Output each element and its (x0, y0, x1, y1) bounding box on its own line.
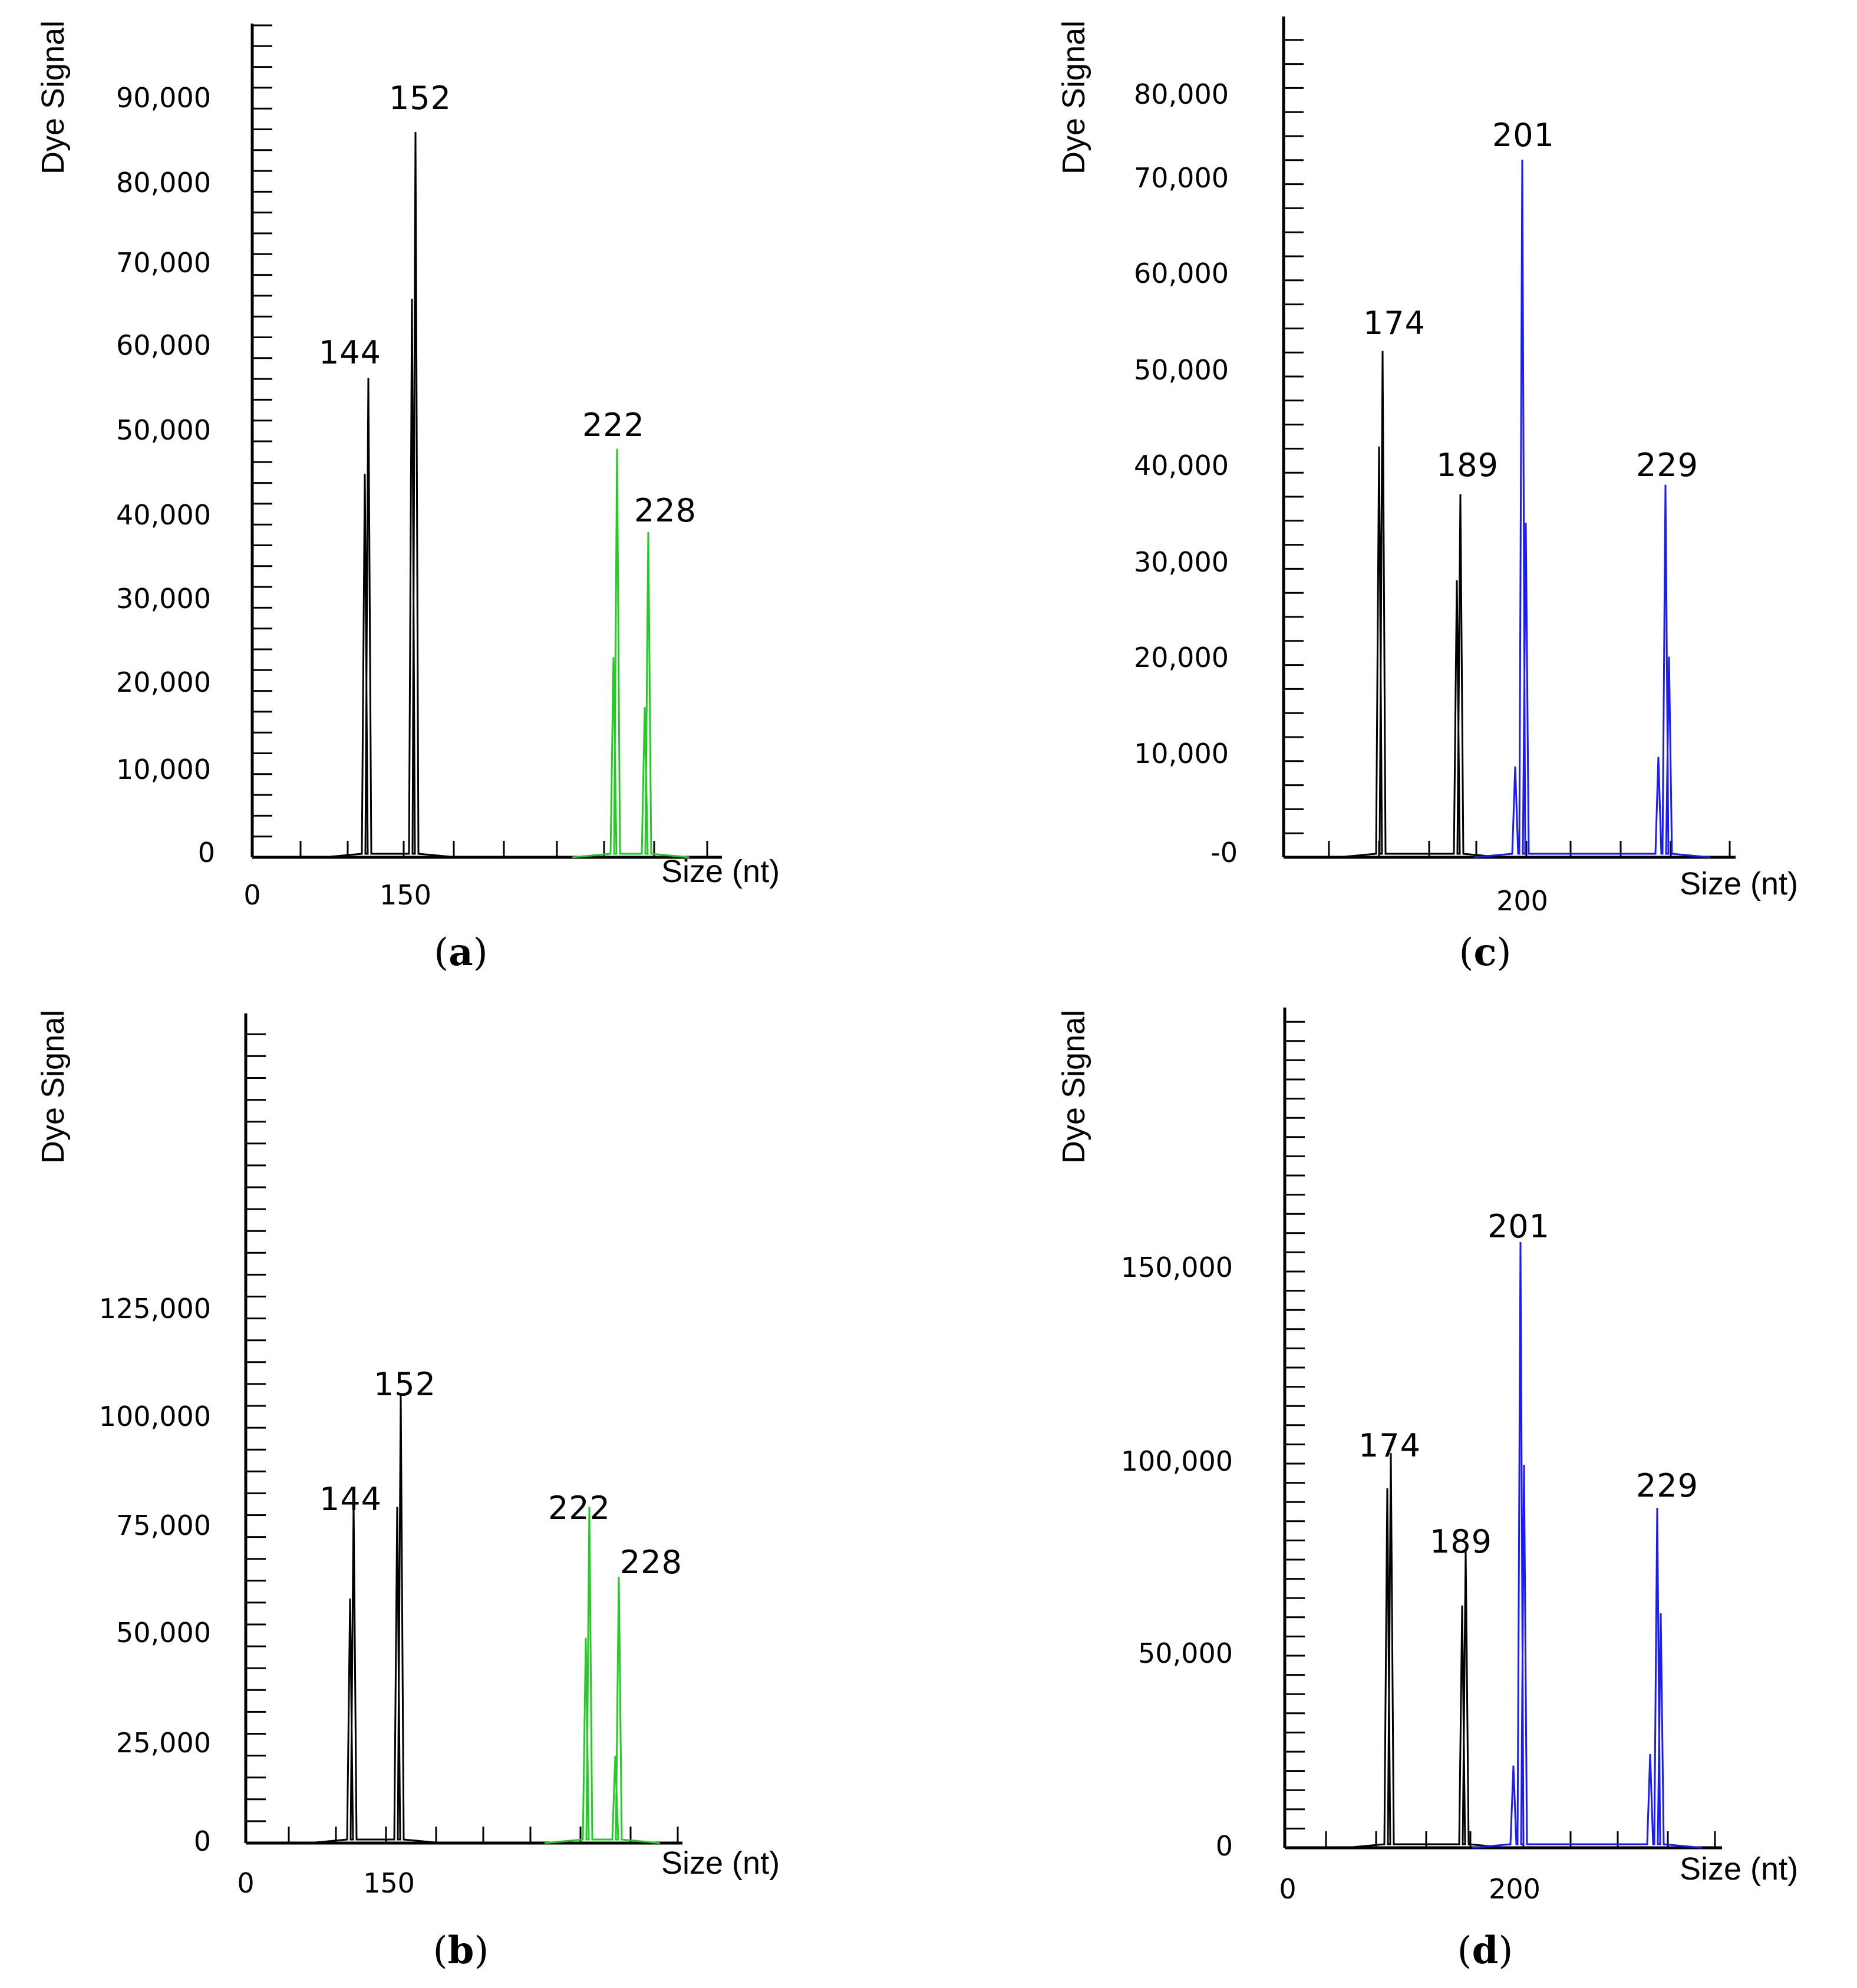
panel-a-y-tick-label: 10,000 (116, 754, 211, 785)
panel-a-peak-label: 144 (319, 334, 381, 371)
panel-a-x-axis-title: Size (nt) (661, 854, 780, 889)
panel-a-peak-label: 228 (634, 492, 697, 529)
panel-d-x-axis-title: Size (nt) (1680, 1851, 1798, 1887)
panel-d-y-tick-label: 0 (1216, 1830, 1233, 1862)
panel-a-y-tick-label: 20,000 (116, 666, 211, 698)
panel-c-y-tick-label: 80,000 (1134, 78, 1229, 110)
panel-c-y-tick-label: 70,000 (1134, 162, 1229, 194)
panel-c-peak-label: 189 (1436, 447, 1499, 484)
panel-c-peak-traces (1337, 160, 1711, 858)
panel-d-y-tick-label: 150,000 (1121, 1251, 1233, 1283)
panel-c-y-tick-label: -0 (1210, 837, 1238, 868)
panel-a-label: (a) (434, 930, 487, 975)
panel-b-x-tick-label: 0 (237, 1867, 254, 1899)
panel-a-x-minor-ticks (299, 841, 708, 857)
panel-a-y-minor-ticks (252, 24, 272, 838)
black-dye-trace (323, 131, 457, 858)
green-dye-trace (572, 448, 690, 858)
panel-c-peak-label: 174 (1363, 305, 1426, 342)
panel-d-y-axis-title: Dye Signal (1056, 1010, 1091, 1164)
panel-b-peak-label: 144 (319, 1481, 382, 1518)
panel-c-y-tick-label: 20,000 (1134, 642, 1229, 673)
panel-c-y-tick-label: 30,000 (1134, 546, 1229, 578)
panel-a-y-tick-label: 30,000 (116, 583, 211, 615)
panel-d-peak-label: 189 (1430, 1523, 1492, 1560)
panel-c-y-tick-label: 10,000 (1134, 738, 1229, 770)
panel-d-y-minor-ticks (1285, 1021, 1305, 1830)
blue-dye-trace (1473, 160, 1711, 858)
panel-a-x-tick-label: 150 (380, 879, 431, 911)
panel-a-y-tick-label: 50,000 (116, 414, 211, 446)
panel-c-y-tick-label: 50,000 (1134, 354, 1229, 386)
panel-b-chart: Dye Signal 125,000 100,000 75,000 50,000… (35, 1010, 780, 1973)
panel-d-x-tick-label: 0 (1279, 1873, 1296, 1905)
panel-d-y-tick-label: 50,000 (1138, 1637, 1233, 1669)
panel-d-y-tick-label: 100,000 (1121, 1445, 1233, 1477)
panel-b-peak-label: 228 (620, 1544, 682, 1581)
panel-d-x-tick-label: 200 (1489, 1873, 1541, 1905)
panel-b-label: (b) (433, 1928, 489, 1973)
black-dye-trace (1345, 1453, 1508, 1849)
panel-a-x-tick-label: 0 (243, 879, 260, 911)
panel-c-peak-label: 201 (1492, 117, 1555, 154)
blue-dye-trace (1472, 1241, 1703, 1849)
panel-a-y-tick-label: 90,000 (116, 82, 211, 114)
panel-d-peak-traces (1345, 1241, 1703, 1849)
panel-a-peak-label: 222 (582, 407, 645, 444)
panel-c-label: (c) (1459, 930, 1512, 975)
panel-b-y-tick-label: 75,000 (116, 1510, 211, 1541)
panel-c-y-tick-label: 60,000 (1134, 257, 1229, 289)
panel-b-x-axis-title: Size (nt) (661, 1845, 780, 1881)
panel-b-y-axis-title: Dye Signal (35, 1010, 71, 1164)
panel-d-peak-label: 229 (1636, 1467, 1698, 1504)
panel-a-y-axis-title: Dye Signal (35, 21, 71, 174)
panel-a-peak-traces (323, 131, 690, 858)
panel-b-x-tick-label: 150 (363, 1867, 415, 1899)
green-dye-trace (544, 1507, 661, 1844)
panel-a-y-tick-label: 0 (198, 837, 215, 868)
panel-b-peak-label: 152 (374, 1366, 436, 1403)
panel-a-y-tick-label: 70,000 (116, 247, 211, 279)
panel-c-y-minor-ticks (1284, 39, 1304, 834)
panel-d-peak-label: 174 (1358, 1427, 1421, 1464)
panel-a-y-tick-label: 40,000 (116, 499, 211, 531)
panel-c-y-axis-title: Dye Signal (1056, 21, 1091, 174)
panel-b-y-tick-label: 0 (194, 1825, 211, 1857)
panel-a-y-tick-label: 60,000 (116, 329, 211, 361)
panel-c-x-axis-title: Size (nt) (1680, 866, 1798, 901)
panel-c-x-tick-label: 200 (1496, 885, 1548, 917)
panel-c-y-tick-label: 40,000 (1134, 450, 1229, 481)
black-dye-trace (1337, 351, 1502, 858)
panel-b-y-tick-label: 125,000 (99, 1293, 211, 1325)
panel-b-y-tick-label: 50,000 (116, 1617, 211, 1649)
panel-b-peak-label: 222 (548, 1490, 611, 1527)
panel-a-chart: Dye Signal 90,000 80,000 70,000 60,000 5… (35, 21, 780, 975)
panel-d-peak-label: 201 (1487, 1208, 1550, 1245)
panel-c-peak-label: 229 (1636, 447, 1698, 484)
panel-b-y-tick-label: 25,000 (116, 1727, 211, 1759)
panel-d-chart: Dye Signal 150,000 100,000 50,000 0 0 20… (1056, 1008, 1798, 1973)
panel-b-peak-traces (308, 1393, 661, 1844)
panel-b-y-tick-label: 100,000 (99, 1401, 211, 1432)
panel-d-label: (d) (1457, 1928, 1513, 1973)
panel-b-y-minor-ticks (246, 1033, 266, 1822)
panel-a-y-tick-label: 80,000 (116, 167, 211, 199)
panel-a-peak-label: 152 (389, 80, 451, 117)
black-dye-trace (308, 1393, 443, 1844)
panel-c-chart: Dye Signal 80,000 70,000 60,000 50,000 4… (1056, 16, 1798, 975)
